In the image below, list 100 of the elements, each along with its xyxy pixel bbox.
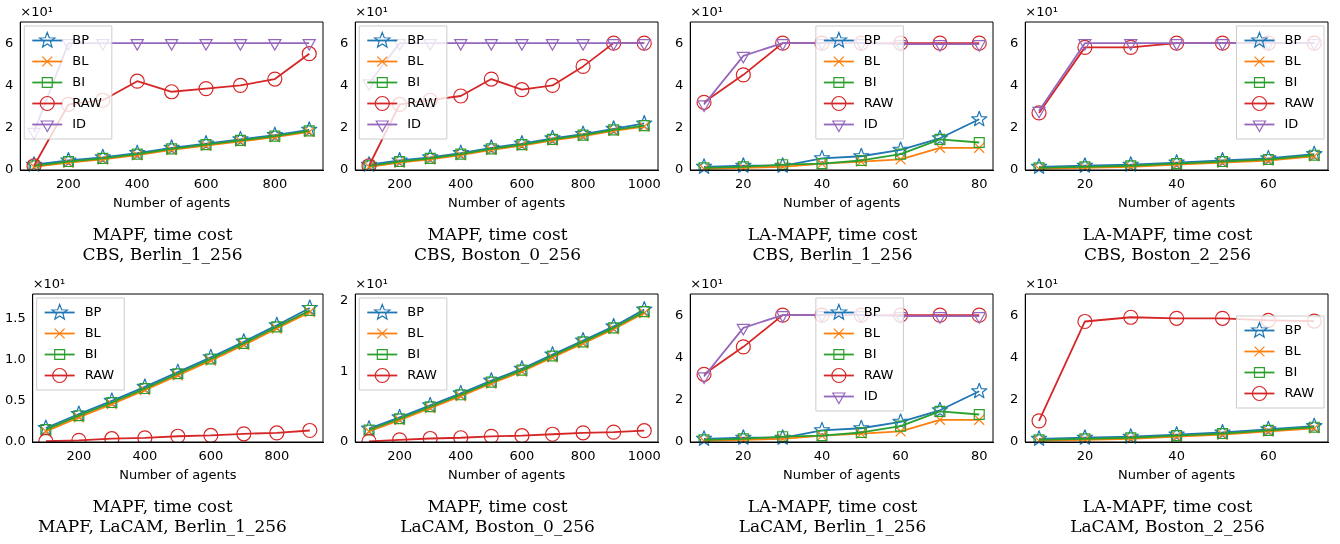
text: LA-MAPF, time cost	[1082, 223, 1253, 244]
y-tick-label: 4	[339, 76, 349, 92]
x-axis-title: Number of agents	[1117, 466, 1236, 482]
text: CBS, Boston_0_256	[413, 244, 582, 265]
x-tick-label: 80	[970, 176, 988, 192]
x-axis-title: Number of agents	[782, 194, 901, 210]
text: CBS, Boston_2_256	[1083, 244, 1252, 265]
text: LA-MAPF, time cost	[747, 495, 918, 516]
y-tick-label: 4	[1009, 348, 1019, 364]
x-tick-label: 600	[509, 176, 535, 192]
y-tick-label: 2	[1009, 391, 1019, 407]
y-tick-label: 4	[674, 76, 684, 92]
legend-label: RAW	[72, 94, 102, 110]
x-tick-label: 200	[56, 176, 81, 192]
text: MAPF, time cost	[92, 223, 233, 244]
legend-label: RAW	[863, 366, 894, 382]
text: MAPF, time cost	[427, 223, 568, 244]
text: CBS, Berlin_1_256	[752, 244, 913, 265]
x-tick-label: 60	[1260, 176, 1277, 192]
x-axis-title: Number of agents	[119, 466, 237, 482]
x-tick-label: 600	[509, 448, 535, 464]
legend-label: RAW	[407, 94, 437, 110]
y-tick-label: 0	[1009, 161, 1019, 177]
legend-label: BP	[1284, 321, 1302, 337]
legend-label: BL	[1284, 342, 1302, 358]
legend-label: BI	[84, 345, 98, 361]
legend-label: BI	[407, 73, 421, 89]
y-tick-label: 0	[339, 433, 349, 449]
legend-label: BI	[1284, 73, 1298, 89]
legend-label: BI	[1284, 363, 1298, 379]
y-tick-label: 2	[4, 119, 14, 135]
y-axis-title: ×10¹	[20, 3, 53, 19]
y-tick-label: 6	[1009, 34, 1019, 50]
x-tick-label: 400	[448, 448, 474, 464]
y-tick-label: 1	[339, 362, 349, 378]
legend-label: BI	[863, 345, 877, 361]
y-tick-label: 2	[674, 391, 684, 407]
x-tick-label: 80	[970, 448, 988, 464]
y-tick-label: 6	[1009, 306, 1019, 322]
x-tick-label: 800	[264, 448, 290, 464]
legend-label: ID	[72, 115, 87, 131]
x-tick-label: 800	[570, 176, 596, 192]
y-tick-label: 4	[1009, 76, 1019, 92]
text: LA-MAPF, time cost	[1082, 495, 1253, 516]
text: LA-MAPF, time cost	[747, 223, 918, 244]
legend-label: BL	[84, 324, 102, 340]
x-tick-label: 20	[735, 448, 752, 464]
x-tick-label: 40	[813, 448, 831, 464]
text: LaCAM, Berlin_1_256	[738, 516, 927, 537]
x-tick-label: 1000	[627, 448, 661, 464]
x-tick-label: 200	[387, 448, 413, 464]
x-tick-label: 20	[1076, 448, 1094, 464]
text: CBS, Berlin_1_256	[82, 244, 243, 265]
text: MAPF, time cost	[92, 495, 233, 516]
x-axis-title: Number of agents	[447, 466, 566, 482]
legend-label: BP	[407, 31, 425, 47]
legend-label: BP	[863, 31, 881, 47]
x-tick-label: 60	[892, 448, 909, 464]
x-tick-label: 400	[124, 176, 150, 192]
legend-label: BI	[863, 73, 877, 89]
x-tick-label: 20	[1076, 176, 1094, 192]
y-tick-label: 6	[4, 34, 14, 50]
y-axis-title: ×10¹	[1025, 3, 1058, 19]
legend-label: ID	[863, 387, 878, 403]
x-tick-label: 40	[1168, 448, 1185, 464]
legend-label: BL	[863, 52, 881, 68]
x-axis-title: Number of agents	[1117, 194, 1236, 210]
legend-label: BL	[72, 52, 90, 68]
x-tick-label: 60	[1260, 448, 1277, 464]
y-tick-label: 2	[339, 292, 349, 308]
legend-label: ID	[407, 115, 422, 131]
x-tick-label: 800	[570, 448, 596, 464]
legend-label: RAW	[407, 366, 437, 382]
y-tick-label: 4	[674, 348, 684, 364]
legend-label: BI	[72, 73, 86, 89]
y-axis-title: ×10¹	[690, 3, 723, 19]
y-tick-label: 0	[674, 433, 684, 449]
legend-label: RAW	[863, 94, 894, 110]
x-axis-title: Number of agents	[112, 194, 231, 210]
legend-label: BI	[407, 345, 421, 361]
y-tick-label: 2	[339, 119, 349, 135]
y-tick-label: 2	[674, 119, 684, 135]
y-tick-label: 0.5	[4, 392, 26, 408]
y-tick-label: 1.5	[4, 310, 26, 326]
text: MAPF, time cost	[427, 495, 568, 516]
text: LaCAM, Boston_0_256	[400, 516, 595, 537]
legend-label: BP	[1284, 31, 1302, 47]
y-axis-title: ×10¹	[355, 275, 388, 291]
y-tick-label: 6	[674, 34, 684, 50]
legend-label: BL	[407, 52, 425, 68]
x-tick-label: 20	[735, 176, 752, 192]
y-tick-label: 1.0	[4, 351, 26, 367]
x-tick-label: 60	[892, 176, 909, 192]
legend-label: ID	[1284, 115, 1299, 131]
y-axis-title: ×10¹	[690, 275, 723, 291]
x-tick-label: 600	[198, 448, 224, 464]
legend-label: RAW	[84, 366, 115, 382]
x-tick-label: 400	[132, 448, 158, 464]
legend-label: BP	[863, 303, 881, 319]
y-tick-label: 2	[1009, 119, 1019, 135]
